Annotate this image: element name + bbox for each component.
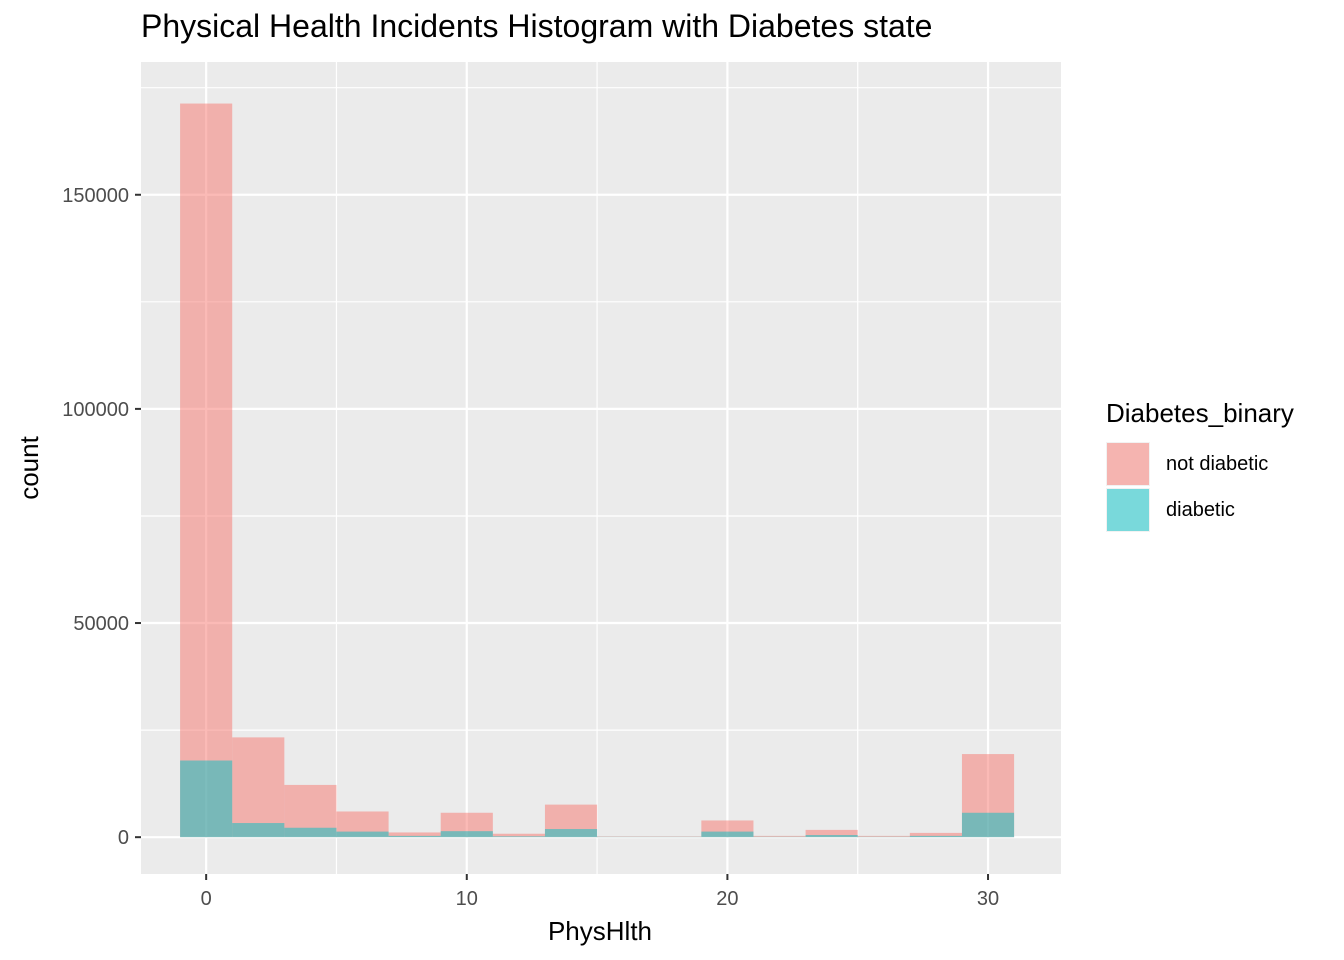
y-tick-label: 100000 — [62, 399, 129, 421]
bar-diabetic-6 — [336, 831, 389, 838]
bar-diabetic-10 — [440, 831, 493, 838]
series-not-diabetic — [180, 103, 1015, 838]
bar-not-diabetic-24 — [805, 829, 858, 838]
y-tick-label: 150000 — [62, 185, 129, 207]
bar-not-diabetic-12 — [492, 833, 545, 838]
legend-item-not-diabetic: not diabetic — [1106, 441, 1294, 487]
bar-diabetic-28 — [909, 835, 962, 838]
series-diabetic — [180, 760, 1015, 838]
y-axis: 0 50000 100000 150000 — [62, 185, 141, 849]
bar-diabetic-8 — [388, 835, 441, 838]
bar-diabetic-4 — [284, 827, 337, 838]
legend-key — [1106, 488, 1150, 532]
bar-diabetic-24 — [805, 835, 858, 838]
x-axis: 0 10 20 30 — [201, 874, 999, 910]
bar-not-diabetic-0 — [180, 103, 233, 838]
legend-item-diabetic: diabetic — [1106, 487, 1294, 533]
legend-swatch-not-diabetic — [1107, 443, 1149, 485]
y-axis-title: count — [14, 435, 44, 499]
bar-diabetic-0 — [180, 760, 233, 838]
x-tick-label: 0 — [201, 888, 212, 910]
minor-gridlines — [141, 62, 1061, 874]
legend-key — [1106, 442, 1150, 486]
chart-title: Physical Health Incidents Histogram with… — [141, 8, 933, 44]
x-axis-title: PhysHlth — [548, 916, 652, 946]
x-tick-label: 10 — [456, 888, 478, 910]
legend-swatch-diabetic — [1107, 489, 1149, 531]
y-tick-label: 50000 — [73, 613, 129, 635]
legend-label: not diabetic — [1166, 452, 1269, 475]
legend-label: diabetic — [1166, 498, 1235, 521]
bar-not-diabetic-8 — [388, 832, 441, 838]
legend: Diabetes_binary not diabetic diabetic — [1106, 398, 1294, 533]
bar-not-diabetic-28 — [909, 832, 962, 838]
x-tick-label: 20 — [716, 888, 738, 910]
bar-diabetic-14 — [544, 829, 598, 838]
bar-not-diabetic-26 — [857, 835, 910, 838]
bar-diabetic-12 — [492, 836, 545, 838]
y-tick-label: 0 — [118, 827, 129, 849]
bar-not-diabetic-2 — [232, 737, 285, 838]
bar-diabetic-2 — [232, 823, 285, 838]
bar-diabetic-20 — [701, 831, 754, 838]
legend-title: Diabetes_binary — [1106, 398, 1294, 428]
bar-diabetic-30 — [961, 812, 1015, 838]
plot-panel — [141, 62, 1061, 874]
x-tick-label: 30 — [977, 888, 999, 910]
bar-not-diabetic-22 — [753, 835, 806, 838]
